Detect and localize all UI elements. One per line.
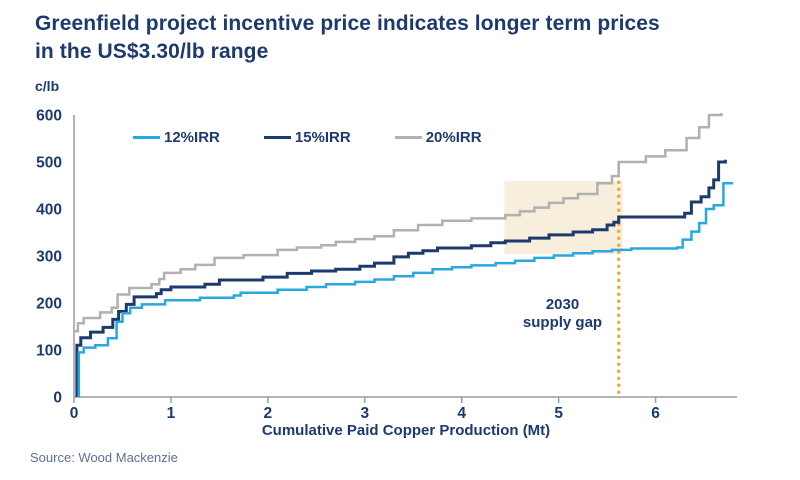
supply-gap-annotation: 2030 supply gap [495, 296, 630, 332]
y-tick-label: 0 [53, 390, 62, 407]
supply-gap-annotation-line1: 2030 [545, 296, 580, 313]
x-tick-label: 5 [554, 405, 563, 422]
y-tick-label: 500 [36, 155, 62, 172]
series-line-15irr [75, 159, 727, 397]
legend-swatch-20irr-icon [394, 136, 422, 139]
x-tick-label: 1 [167, 405, 176, 422]
y-tick-label: 600 [36, 108, 62, 125]
x-axis-title: Cumulative Paid Copper Production (Mt) [261, 422, 551, 439]
legend-swatch-12irr-icon [133, 136, 160, 139]
legend-label-15irr: 15%IRR [294, 129, 351, 146]
y-axis-unit-label: c/lb [35, 78, 60, 94]
legend: 12%IRR 15%IRR 20%IRR [133, 129, 482, 146]
y-tick-label: 300 [36, 249, 62, 266]
x-tick-label: 2 [264, 405, 273, 422]
legend-item-20irr: 20%IRR [394, 129, 482, 146]
supply-gap-annotation-line2: supply gap [522, 314, 603, 331]
chart-title-line1: Greenfield project incentive price indic… [35, 12, 660, 35]
y-tick-label: 100 [36, 343, 62, 360]
x-tick-label: 4 [457, 405, 466, 422]
source-attribution: Source: Wood Mackenzie [30, 450, 178, 465]
chart-title-line2: in the US$3.30/lb range [35, 40, 269, 63]
x-tick-label: 6 [651, 405, 660, 422]
legend-item-12irr: 12%IRR [133, 129, 220, 146]
chart-title: Greenfield project incentive price indic… [35, 10, 735, 66]
y-tick-label: 400 [36, 202, 62, 219]
legend-label-12irr: 12%IRR [164, 129, 220, 146]
x-tick-label: 3 [360, 405, 369, 422]
legend-label-20irr: 20%IRR [425, 129, 482, 146]
supply-gap-shaded-region [504, 180, 623, 255]
series-line-20irr [74, 113, 723, 333]
series-line-12irr [77, 181, 734, 397]
x-tick-label: 0 [70, 405, 79, 422]
legend-swatch-15irr-icon [263, 136, 291, 139]
y-tick-label: 200 [36, 296, 62, 313]
legend-item-15irr: 15%IRR [263, 129, 351, 146]
